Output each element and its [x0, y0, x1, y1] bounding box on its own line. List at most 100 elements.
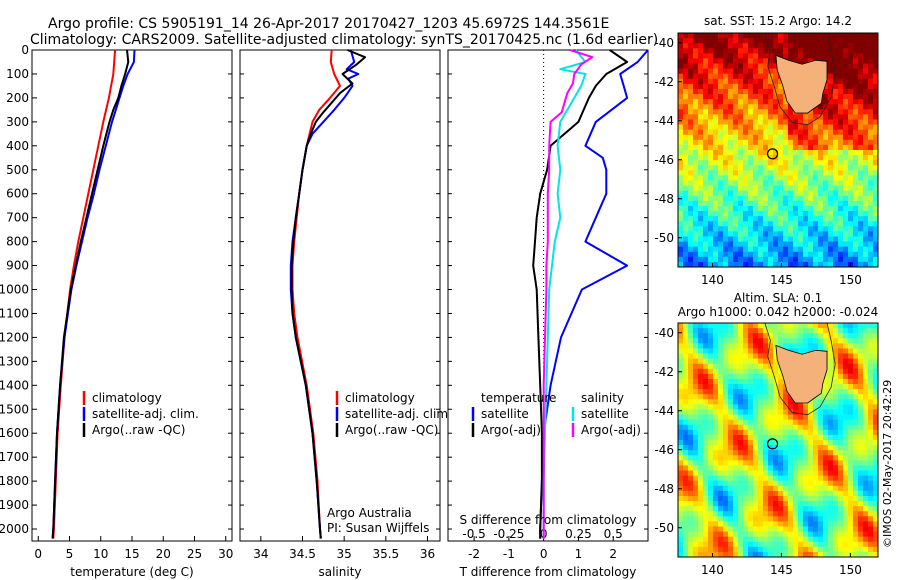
heatmap-cell — [833, 88, 839, 95]
heatmap-cell — [803, 48, 809, 54]
heatmap-cell — [788, 205, 794, 212]
heatmap-cell — [788, 256, 794, 263]
heatmap-cell — [748, 88, 754, 95]
heatmap-cell — [703, 526, 709, 533]
heatmap-cell — [748, 531, 754, 538]
heatmap-cell — [763, 526, 769, 533]
heatmap-cell — [773, 195, 779, 202]
heatmap-cell — [843, 526, 849, 533]
heatmap-cell — [718, 129, 724, 136]
heatmap-cell — [753, 175, 759, 182]
heatmap-cell — [768, 343, 774, 350]
heatmap-cell — [753, 190, 759, 197]
heatmap-cell — [718, 399, 724, 405]
heatmap-cell — [703, 551, 709, 557]
heatmap-cell — [853, 338, 859, 344]
heatmap-cell — [823, 200, 829, 207]
sla-heatmap — [678, 323, 878, 557]
heatmap-cell — [738, 221, 744, 227]
heatmap-cell — [858, 33, 864, 39]
heatmap-cell — [768, 144, 774, 151]
heatmap-cell — [743, 261, 749, 267]
heatmap-cell — [743, 175, 749, 182]
heatmap-cell — [728, 460, 734, 467]
heatmap-cell — [678, 328, 684, 334]
heatmap-cell — [783, 551, 789, 557]
heatmap-cell — [678, 241, 684, 248]
heatmap-cell — [838, 404, 844, 411]
heatmap-cell — [868, 124, 874, 131]
heatmap-cell — [858, 205, 864, 212]
heatmap-cell — [823, 490, 829, 497]
heatmap-cell — [833, 434, 839, 441]
heatmap-cell — [868, 246, 874, 253]
heatmap-cell — [768, 160, 774, 166]
heatmap-cell — [833, 226, 839, 232]
heatmap-cell — [683, 58, 689, 65]
heatmap-cell — [843, 536, 849, 543]
heatmap-cell — [828, 236, 834, 243]
heatmap-cell — [743, 150, 749, 156]
heatmap-cell — [788, 216, 794, 222]
x-tick-label: 140 — [701, 563, 724, 577]
heatmap-cell — [793, 516, 799, 522]
heatmap-cell — [858, 506, 864, 512]
heatmap-cell — [773, 33, 779, 39]
heatmap-cell — [838, 175, 844, 182]
heatmap-cell — [793, 160, 799, 166]
heatmap-cell — [723, 175, 729, 182]
heatmap-cell — [838, 434, 844, 441]
heatmap-cell — [803, 114, 809, 121]
heatmap-cell — [733, 63, 739, 70]
heatmap-cell — [868, 551, 874, 557]
heatmap-cell — [783, 495, 789, 502]
heatmap-cell — [818, 399, 824, 405]
heatmap-cell — [868, 506, 874, 512]
heatmap-cell — [838, 424, 844, 431]
heatmap-cell — [818, 205, 824, 212]
heatmap-cell — [778, 394, 784, 400]
heatmap-cell — [708, 343, 714, 350]
heatmap-cell — [838, 88, 844, 95]
heatmap-cell — [693, 185, 699, 192]
heatmap-cell — [818, 261, 824, 267]
heatmap-cell — [703, 119, 709, 126]
heatmap-cell — [783, 160, 789, 166]
heatmap-cell — [868, 434, 874, 441]
y-tick-label: 800 — [6, 235, 29, 249]
heatmap-cell — [763, 394, 769, 400]
heatmap-cell — [743, 231, 749, 238]
heatmap-cell — [798, 348, 804, 355]
heatmap-cell — [808, 129, 814, 136]
heatmap-cell — [698, 384, 704, 390]
heatmap-cell — [738, 236, 744, 243]
heatmap-cell — [688, 389, 694, 395]
heatmap-cell — [783, 261, 789, 267]
heatmap-cell — [713, 256, 719, 263]
heatmap-cell — [823, 450, 829, 456]
heatmap-cell — [873, 58, 878, 65]
heatmap-cell — [693, 343, 699, 350]
heatmap-cell — [758, 211, 764, 217]
heatmap-cell — [848, 506, 854, 512]
heatmap-cell — [868, 205, 874, 212]
heatmap-cell — [718, 38, 724, 44]
heatmap-cell — [708, 150, 714, 156]
heatmap-cell — [728, 185, 734, 192]
heatmap-cell — [678, 160, 684, 166]
heatmap-cell — [773, 144, 779, 151]
heatmap-cell — [748, 114, 754, 121]
heatmap-cell — [793, 261, 799, 267]
heatmap-cell — [693, 338, 699, 344]
heatmap-cell — [843, 94, 849, 100]
heatmap-cell — [728, 531, 734, 538]
heatmap-cell — [868, 475, 874, 482]
heatmap-cell — [753, 180, 759, 187]
heatmap-cell — [813, 180, 819, 187]
heatmap-cell — [698, 160, 704, 166]
heatmap-cell — [703, 216, 709, 222]
heatmap-cell — [743, 328, 749, 334]
heatmap-cell — [763, 465, 769, 472]
heatmap-cell — [733, 73, 739, 80]
heatmap-cell — [803, 404, 809, 411]
